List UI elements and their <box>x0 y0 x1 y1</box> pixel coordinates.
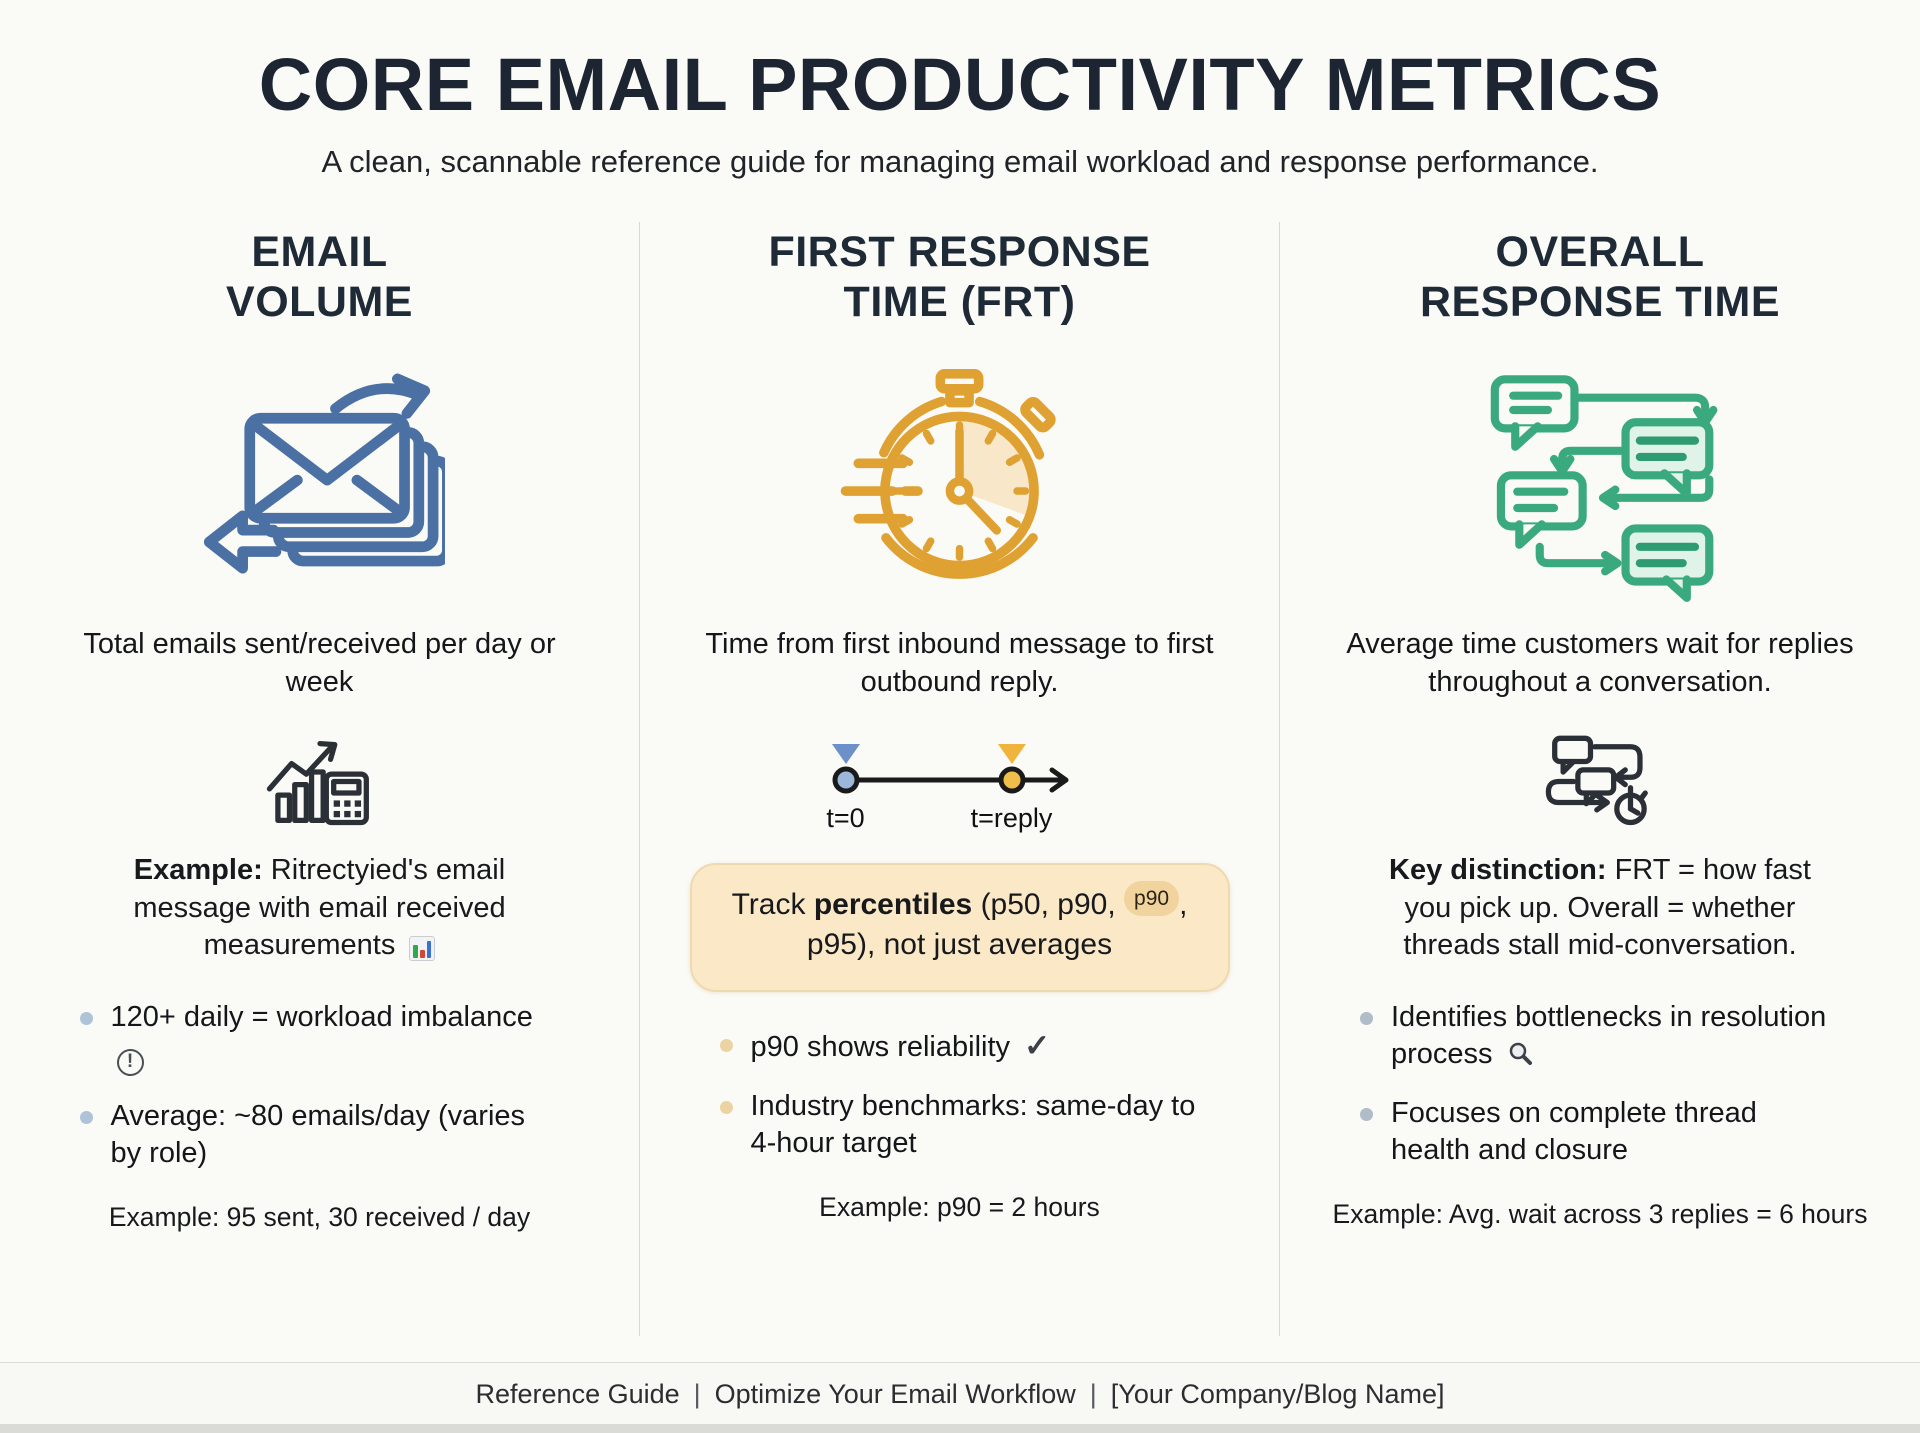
bullet-text-inner: p90 shows reliability <box>750 1030 1019 1063</box>
bullet-dot <box>719 1100 733 1114</box>
bullet-item: Industry benchmarks: same-day to 4-hour … <box>719 1088 1200 1162</box>
bullet-text: 120+ daily = workload imbalance ! <box>111 999 560 1076</box>
bullet-dot <box>1360 1108 1373 1122</box>
email-stack-icon <box>195 365 445 600</box>
frt-timeline-labels: t=0 t=reply <box>800 803 1120 839</box>
warning-icon: ! <box>116 1048 144 1076</box>
callout-bold: percentiles <box>813 887 973 921</box>
title-line: RESPONSE TIME <box>1419 277 1781 326</box>
bottom-edge-strip <box>0 1424 1920 1433</box>
footer-item: Optimize Your Email Workflow <box>714 1379 1076 1409</box>
overall-example-line: Example: Avg. wait across 3 replies = 6 … <box>1332 1199 1868 1230</box>
metrics-columns: EMAIL VOLUME Total emails sent/rece <box>0 221 1920 1336</box>
bullet-text-inner: 120+ daily = workload imbalance <box>110 1000 533 1033</box>
page-title: CORE EMAIL PRODUCTIVITY METRICS <box>258 43 1662 126</box>
example-text: Ritrectyied's email message with email r… <box>133 853 506 962</box>
chart-calculator-icon <box>255 732 385 832</box>
check-icon: ✓ <box>1024 1027 1051 1063</box>
callout-mid: (p50, p90, <box>972 887 1125 921</box>
bullet-item: p90 shows reliability ✓ <box>719 1026 1200 1066</box>
frt-timeline: t=0 t=reply <box>800 736 1120 839</box>
column-first-response-time: FIRST RESPONSE TIME (FRT) <box>640 221 1280 1336</box>
timeline-end-label: t=reply <box>970 802 1053 833</box>
bullet-text-inner: Identifies bottlenecks in resolution pro… <box>1391 1000 1827 1070</box>
title-line: VOLUME <box>226 277 413 326</box>
bullet-text: Industry benchmarks: same-day to 4-hour … <box>750 1089 1196 1160</box>
timeline-start-label: t=0 <box>826 802 865 833</box>
bullet-item: 120+ daily = workload imbalance ! <box>79 999 560 1076</box>
frt-timeline-graphic <box>831 743 1068 794</box>
bullet-text: Average: ~80 emails/day (varies by role) <box>110 1099 526 1169</box>
callout-lead: Track <box>731 887 814 921</box>
bullet-dot <box>719 1038 733 1052</box>
column-overall-response-time: OVERALL RESPONSE TIME <box>1280 222 1920 1336</box>
page-header: CORE EMAIL PRODUCTIVITY METRICS A clean,… <box>0 0 1920 180</box>
key-distinction-text: FRT = how fast you pick up. Overall = wh… <box>1403 853 1811 962</box>
column-email-volume: EMAIL VOLUME Total emails sent/rece <box>0 221 640 1336</box>
bullet-item: Focuses on complete thread health and cl… <box>1360 1095 1840 1169</box>
bullet-dot <box>1360 1011 1373 1025</box>
email-volume-example-line: Example: 95 sent, 30 received / day <box>108 1201 531 1232</box>
bullet-dot <box>79 1011 93 1025</box>
footer-item: [Your Company/Blog Name] <box>1110 1379 1445 1409</box>
frt-example-line: Example: p90 = 2 hours <box>819 1192 1100 1223</box>
stopwatch-icon <box>837 365 1082 600</box>
email-volume-bullets: 120+ daily = workload imbalance ! Averag… <box>79 999 560 1172</box>
overall-title: OVERALL RESPONSE TIME <box>1420 228 1780 328</box>
title-line: OVERALL <box>1495 227 1705 276</box>
overall-bullets: Identifies bottlenecks in resolution pro… <box>1360 999 1840 1169</box>
callout-tail: , p95), not just averages <box>806 887 1188 962</box>
footer-separator: | <box>693 1379 701 1409</box>
overall-key-paragraph: Key distinction: FRT = how fast you pick… <box>1365 852 1835 965</box>
p90-badge: p90 <box>1124 880 1180 916</box>
percentiles-callout-text: Track percentiles (p50, p90, p90, p95), … <box>720 880 1200 966</box>
bullet-item: Identifies bottlenecks in resolution pro… <box>1360 999 1840 1073</box>
bullet-text: Focuses on complete thread health and cl… <box>1391 1097 1757 1167</box>
title-line: EMAIL <box>251 227 388 276</box>
email-volume-example-paragraph: Example: Ritrectyied's email message wit… <box>85 852 555 965</box>
footer-item: Reference Guide <box>475 1379 680 1409</box>
magnifier-icon <box>1509 1042 1532 1065</box>
bar-chart-emoji <box>409 936 436 962</box>
bullet-text: Identifies bottlenecks in resolution pro… <box>1391 999 1840 1073</box>
bullet-item: Average: ~80 emails/day (varies by role) <box>79 1098 560 1172</box>
frt-bullets: p90 shows reliability ✓ Industry benchma… <box>719 1026 1200 1162</box>
example-prefix: Example: <box>133 853 263 886</box>
conversation-flow-icon <box>1470 365 1730 602</box>
bullet-text: p90 shows reliability ✓ <box>751 1026 1051 1066</box>
key-distinction-prefix: Key distinction: <box>1389 853 1607 886</box>
email-volume-description: Total emails sent/received per day or we… <box>83 628 556 699</box>
title-line: TIME (FRT) <box>843 277 1076 326</box>
percentiles-callout: Track percentiles (p50, p90, p90, p95), … <box>689 862 1230 992</box>
email-volume-title: EMAIL VOLUME <box>226 228 413 328</box>
overall-description: Average time customers wait for replies … <box>1346 628 1854 699</box>
frt-title: FIRST RESPONSE TIME (FRT) <box>768 228 1150 328</box>
conversation-cycle-icon <box>1538 732 1663 832</box>
page-footer: Reference Guide | Optimize Your Email Work… <box>0 1362 1920 1424</box>
page-subtitle: A clean, scannable reference guide for m… <box>321 143 1599 179</box>
bullet-dot <box>79 1110 93 1124</box>
title-line: FIRST RESPONSE <box>768 227 1151 276</box>
frt-description: Time from first inbound message to first… <box>705 628 1214 699</box>
footer-separator: | <box>1089 1379 1097 1409</box>
